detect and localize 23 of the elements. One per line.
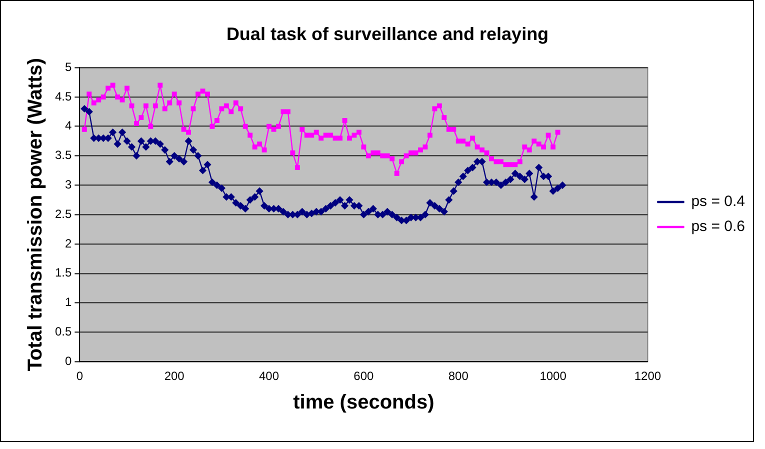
y-tick-label: 0.5 [54, 324, 72, 339]
y-tick-label: 0 [64, 354, 72, 368]
y-tick-label: 1 [64, 295, 72, 310]
y-axis-title: Total transmission power (Watts) [24, 58, 47, 372]
y-tick-label: 1.5 [54, 266, 72, 280]
x-tick-label: 800 [448, 369, 469, 384]
y-tick-label: 5 [64, 60, 72, 74]
x-tick-label: 200 [164, 369, 185, 384]
y-tick-label: 2 [64, 236, 72, 250]
legend-label: ps = 0.4 [691, 193, 746, 210]
x-tick-label: 1000 [540, 369, 567, 384]
y-tick-label: 3 [64, 178, 72, 192]
x-tick-label: 600 [354, 369, 374, 384]
x-tick-label: 0 [76, 369, 84, 384]
x-tick-label: 1200 [634, 369, 662, 384]
x-axis-title: time (seconds) [293, 392, 434, 414]
legend-label: ps = 0.6 [691, 218, 746, 236]
y-tick-label: 2.5 [54, 206, 72, 221]
y-tick-label: 3.5 [54, 148, 72, 162]
x-tick-label: 400 [259, 369, 280, 384]
y-tick-label: 4.5 [54, 89, 72, 104]
y-tick-label: 4 [64, 118, 72, 133]
chart-title: Dual task of surveillance and relaying [226, 24, 549, 44]
